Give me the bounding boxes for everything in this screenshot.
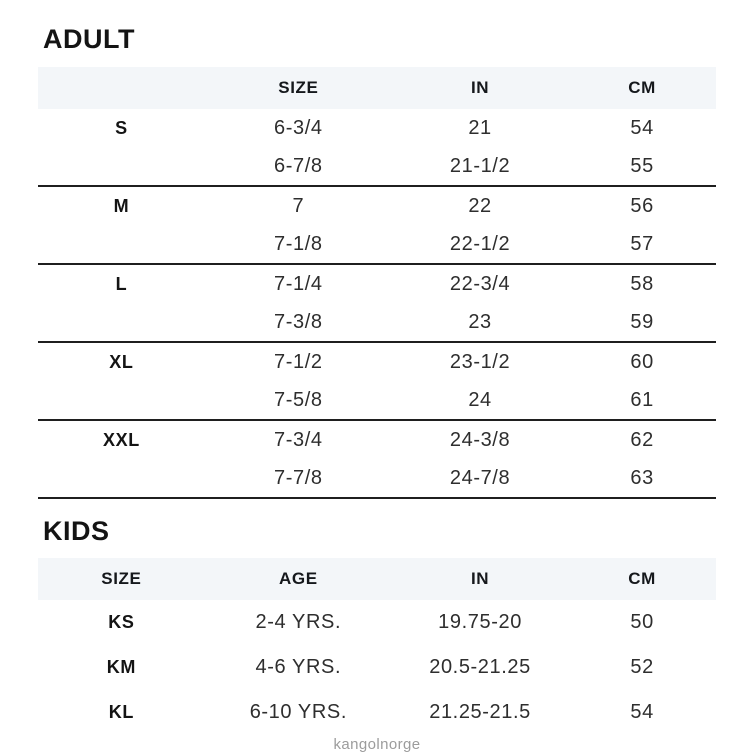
cell-cm: 58 [630, 272, 654, 295]
adult-section: ADULT SIZE IN CM S 6-3/4 21 54 6-7/8 21-… [38, 24, 716, 499]
cell-size: 7-5/8 [274, 388, 323, 411]
table-row: M 7 22 56 [38, 187, 716, 225]
adult-header-size: SIZE [278, 78, 319, 97]
table-row: 7-3/8 23 59 [38, 303, 716, 341]
table-row: KS 2-4 YRS. 19.75-20 50 [38, 600, 716, 645]
cell-cm: 54 [630, 116, 654, 139]
size-group-m: M 7 22 56 7-1/8 22-1/2 57 [38, 187, 716, 265]
cell-in: 21.25-21.5 [429, 701, 531, 723]
table-row: KL 6-10 YRS. 21.25-21.5 54 [38, 690, 716, 735]
kids-section-title: KIDS [43, 516, 110, 546]
table-row: S 6-3/4 21 54 [38, 109, 716, 147]
cell-size: 6-3/4 [274, 116, 323, 139]
cell-size: 7-1/8 [274, 232, 323, 255]
kids-section: KIDS SIZE AGE IN CM KS 2-4 YRS. 19.75-20… [38, 516, 716, 735]
cell-size: 7-1/4 [274, 272, 323, 295]
table-row: KM 4-6 YRS. 20.5-21.25 52 [38, 645, 716, 690]
size-group-xl: XL 7-1/2 23-1/2 60 7-5/8 24 61 [38, 343, 716, 421]
cell-in: 23-1/2 [449, 350, 511, 373]
cell-size: 7-3/8 [274, 310, 323, 333]
size-label: XXL [102, 429, 140, 450]
cell-age: 2-4 YRS. [255, 611, 342, 633]
adult-section-title: ADULT [43, 24, 135, 54]
size-label: XL [109, 351, 134, 372]
size-group-s: S 6-3/4 21 54 6-7/8 21-1/2 55 [38, 109, 716, 187]
cell-cm: 63 [630, 466, 654, 489]
cell-in: 22 [468, 194, 492, 217]
table-row: XXL 7-3/4 24-3/8 62 [38, 421, 716, 459]
size-label: KS [108, 612, 135, 632]
cell-in: 22-1/2 [449, 232, 511, 255]
size-label: S [115, 117, 128, 138]
table-row: L 7-1/4 22-3/4 58 [38, 265, 716, 303]
cell-cm: 60 [630, 350, 654, 373]
size-label: M [113, 195, 130, 216]
cell-in: 24 [468, 388, 492, 411]
kids-header-cm: CM [628, 569, 656, 588]
cell-in: 24-3/8 [449, 428, 511, 451]
size-group-xxl: XXL 7-3/4 24-3/8 62 7-7/8 24-7/8 63 [38, 421, 716, 499]
cell-age: 6-10 YRS. [249, 701, 347, 723]
cell-size: 7-3/4 [274, 428, 323, 451]
cell-size: 6-7/8 [274, 154, 323, 177]
kids-header-size: SIZE [101, 569, 142, 588]
size-label: KL [108, 702, 134, 722]
cell-cm: 55 [630, 154, 654, 177]
cell-cm: 54 [630, 701, 654, 723]
size-group-l: L 7-1/4 22-3/4 58 7-3/8 23 59 [38, 265, 716, 343]
adult-table-header: SIZE IN CM [38, 67, 716, 109]
table-row: 7-5/8 24 61 [38, 381, 716, 419]
cell-cm: 61 [630, 388, 654, 411]
cell-size: 7-7/8 [274, 466, 323, 489]
cell-in: 24-7/8 [449, 466, 511, 489]
kids-header-in: IN [470, 569, 490, 588]
table-row: 7-1/8 22-1/2 57 [38, 225, 716, 263]
kids-header-age: AGE [279, 569, 318, 588]
table-row: XL 7-1/2 23-1/2 60 [38, 343, 716, 381]
table-row: 6-7/8 21-1/2 55 [38, 147, 716, 185]
table-row: 7-7/8 24-7/8 63 [38, 459, 716, 497]
cell-cm: 50 [630, 611, 654, 633]
cell-in: 23 [468, 310, 492, 333]
cell-in: 19.75-20 [438, 611, 522, 633]
cell-cm: 52 [630, 656, 654, 678]
cell-cm: 56 [630, 194, 654, 217]
cell-in: 21 [468, 116, 492, 139]
cell-size: 7-1/2 [274, 350, 323, 373]
cell-cm: 59 [630, 310, 654, 333]
size-label: L [115, 273, 128, 294]
kids-table-header: SIZE AGE IN CM [38, 558, 716, 600]
size-label: KM [106, 657, 136, 677]
cell-size: 7 [292, 194, 305, 217]
cell-in: 22-3/4 [449, 272, 511, 295]
cell-age: 4-6 YRS. [255, 656, 342, 678]
adult-header-cm: CM [628, 78, 656, 97]
cell-cm: 62 [630, 428, 654, 451]
adult-header-in: IN [470, 78, 490, 97]
cell-in: 20.5-21.25 [429, 656, 531, 678]
cell-in: 21-1/2 [449, 154, 511, 177]
cell-cm: 57 [630, 232, 654, 255]
watermark-text: kangolnorge [333, 736, 421, 753]
